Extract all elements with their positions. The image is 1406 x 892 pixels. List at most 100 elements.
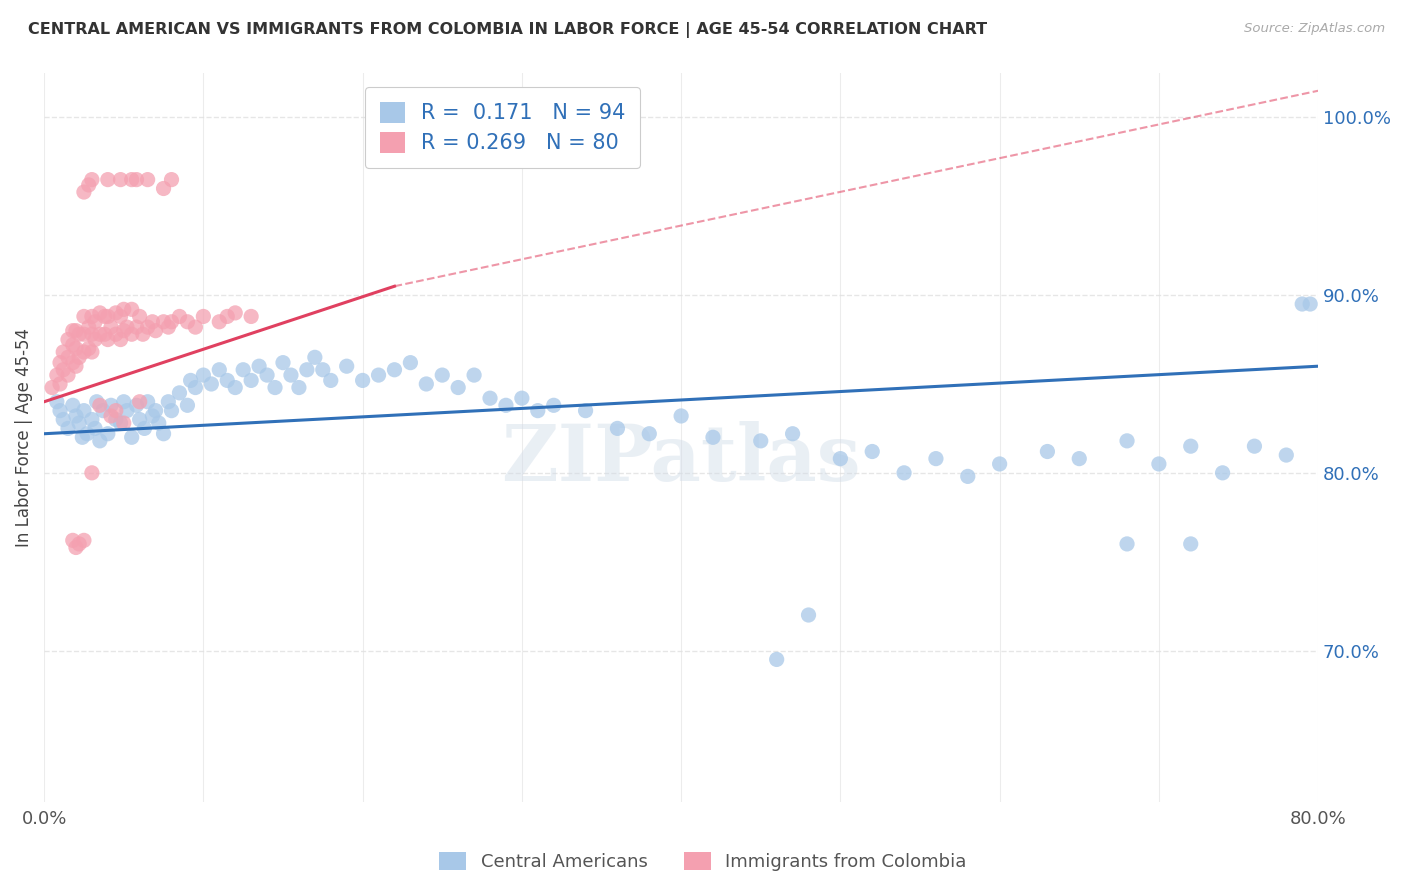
Point <box>100 398 122 412</box>
Point <box>1291 297 1313 311</box>
Point <box>180 373 202 387</box>
Point <box>45 368 67 383</box>
Point <box>52 345 75 359</box>
Point <box>56 333 79 347</box>
Point <box>121 302 143 317</box>
Point <box>543 398 565 412</box>
Point <box>574 403 596 417</box>
Point <box>304 351 326 365</box>
Point <box>52 363 75 377</box>
Point <box>217 310 239 324</box>
Text: ZIPatlas: ZIPatlas <box>502 421 860 497</box>
Point <box>115 403 138 417</box>
Point <box>89 306 111 320</box>
Point <box>56 421 79 435</box>
Point <box>1036 444 1059 458</box>
Text: CENTRAL AMERICAN VS IMMIGRANTS FROM COLOMBIA IN LABOR FORCE | AGE 45-54 CORRELAT: CENTRAL AMERICAN VS IMMIGRANTS FROM COLO… <box>28 22 987 38</box>
Point <box>702 430 724 444</box>
Point <box>77 178 100 192</box>
Y-axis label: In Labor Force | Age 45-54: In Labor Force | Age 45-54 <box>15 327 32 547</box>
Point <box>84 315 107 329</box>
Point <box>447 380 470 394</box>
Point <box>80 412 103 426</box>
Point <box>271 356 294 370</box>
Point <box>463 368 485 383</box>
Point <box>136 320 159 334</box>
Point <box>100 320 122 334</box>
Point <box>100 409 122 423</box>
Point <box>125 320 148 334</box>
Point <box>1116 537 1139 551</box>
Point <box>80 327 103 342</box>
Point <box>77 320 100 334</box>
Point <box>280 368 302 383</box>
Point <box>240 310 263 324</box>
Point <box>830 451 852 466</box>
Point <box>52 412 75 426</box>
Point <box>169 310 191 324</box>
Point <box>638 426 661 441</box>
Point <box>495 398 517 412</box>
Point <box>765 652 787 666</box>
Point <box>152 181 174 195</box>
Point <box>62 324 84 338</box>
Point <box>110 310 132 324</box>
Point <box>148 416 170 430</box>
Point <box>77 342 100 356</box>
Point <box>956 469 979 483</box>
Point <box>295 363 318 377</box>
Point <box>152 426 174 441</box>
Point <box>336 359 359 374</box>
Point <box>152 315 174 329</box>
Point <box>62 338 84 352</box>
Point <box>110 172 132 186</box>
Point <box>56 351 79 365</box>
Point <box>184 380 207 394</box>
Point <box>1243 439 1265 453</box>
Point <box>782 426 804 441</box>
Point <box>176 398 198 412</box>
Point <box>86 394 108 409</box>
Point <box>110 416 132 430</box>
Point <box>73 533 96 548</box>
Point <box>352 373 374 387</box>
Point <box>104 327 127 342</box>
Point <box>128 394 150 409</box>
Point <box>193 310 215 324</box>
Point <box>97 172 120 186</box>
Point <box>65 342 87 356</box>
Point <box>319 373 342 387</box>
Point <box>160 172 183 186</box>
Point <box>45 394 67 409</box>
Point <box>67 327 90 342</box>
Point <box>510 391 533 405</box>
Point <box>527 403 550 417</box>
Point <box>89 434 111 448</box>
Point <box>110 333 132 347</box>
Point <box>1180 537 1202 551</box>
Point <box>224 306 246 320</box>
Point <box>115 320 138 334</box>
Point <box>73 403 96 417</box>
Point <box>208 315 231 329</box>
Point <box>925 451 948 466</box>
Point <box>62 533 84 548</box>
Point <box>128 412 150 426</box>
Point <box>104 306 127 320</box>
Point <box>145 403 167 417</box>
Point <box>136 172 159 186</box>
Point <box>669 409 692 423</box>
Point <box>112 394 135 409</box>
Point <box>176 315 198 329</box>
Point <box>1180 439 1202 453</box>
Point <box>65 409 87 423</box>
Point <box>93 327 115 342</box>
Point <box>80 172 103 186</box>
Point <box>240 373 263 387</box>
Point <box>62 398 84 412</box>
Point <box>73 310 96 324</box>
Point <box>1116 434 1139 448</box>
Point <box>67 351 90 365</box>
Point <box>80 310 103 324</box>
Point <box>1069 451 1091 466</box>
